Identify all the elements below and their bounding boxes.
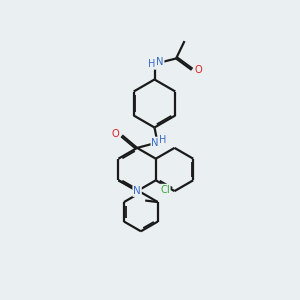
Text: N: N xyxy=(152,137,159,148)
Text: Cl: Cl xyxy=(160,184,170,195)
Text: N: N xyxy=(156,57,164,68)
Text: O: O xyxy=(194,65,202,75)
Text: H: H xyxy=(148,59,156,69)
Text: N: N xyxy=(133,186,141,196)
Text: O: O xyxy=(112,129,119,139)
Text: H: H xyxy=(159,135,167,145)
